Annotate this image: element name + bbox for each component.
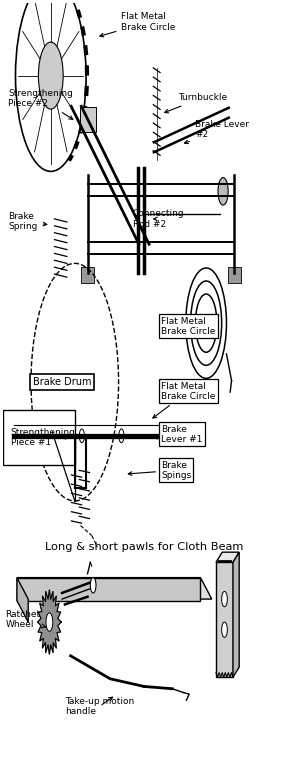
Text: Flat Metal
Brake Circle: Flat Metal Brake Circle	[100, 12, 176, 37]
Text: Brake Drum: Brake Drum	[33, 378, 91, 388]
Text: Connecting
Rod #2: Connecting Rod #2	[133, 209, 184, 229]
Circle shape	[34, 429, 39, 442]
Text: Strengthening
Piece #2: Strengthening Piece #2	[8, 89, 73, 120]
Text: Brake
Spring: Brake Spring	[8, 212, 47, 231]
Circle shape	[38, 42, 63, 109]
Text: Flat Metal
Brake Circle: Flat Metal Brake Circle	[161, 317, 215, 336]
Text: Take-up motion
handle: Take-up motion handle	[65, 696, 134, 716]
FancyBboxPatch shape	[3, 410, 75, 465]
Bar	[228, 267, 240, 283]
Circle shape	[222, 622, 227, 638]
Circle shape	[90, 577, 96, 593]
Circle shape	[218, 178, 228, 205]
Polygon shape	[17, 577, 200, 601]
Polygon shape	[17, 577, 212, 599]
Text: Strengthening
Piece #1: Strengthening Piece #1	[11, 428, 75, 447]
Polygon shape	[17, 577, 28, 622]
Text: Ratchet
Wheel: Ratchet Wheel	[5, 610, 46, 629]
Text: Turnbuckle: Turnbuckle	[165, 93, 227, 113]
Polygon shape	[37, 590, 61, 654]
Circle shape	[79, 429, 84, 442]
Text: Brake
Spings: Brake Spings	[128, 461, 191, 480]
Polygon shape	[216, 552, 239, 562]
Circle shape	[222, 591, 227, 607]
Text: Long & short pawls for Cloth Beam: Long & short pawls for Cloth Beam	[45, 542, 243, 552]
Bar	[81, 267, 94, 283]
Polygon shape	[216, 562, 233, 677]
Circle shape	[46, 613, 53, 631]
Text: Brake Lever
#2: Brake Lever #2	[185, 120, 249, 144]
Text: Brake
Lever #1: Brake Lever #1	[154, 425, 202, 444]
Bar	[80, 107, 96, 131]
Polygon shape	[233, 552, 239, 677]
Circle shape	[119, 429, 124, 442]
Text: Flat Metal
Brake Circle: Flat Metal Brake Circle	[153, 381, 215, 418]
